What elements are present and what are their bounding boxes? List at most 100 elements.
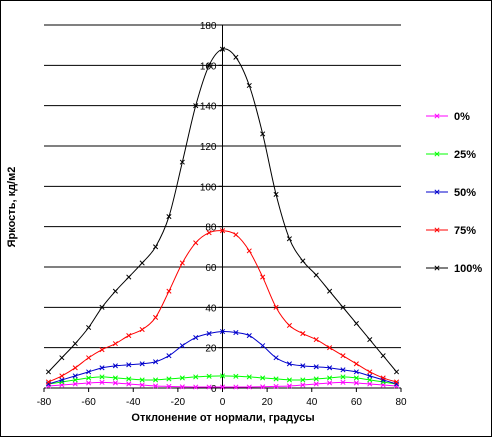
data-point (260, 131, 266, 137)
data-point (99, 379, 105, 385)
data-point (166, 214, 172, 220)
data-point (300, 330, 306, 337)
data-point (193, 103, 199, 109)
data-point (340, 353, 346, 359)
x-tick-label: -60 (81, 397, 96, 408)
data-point (179, 375, 185, 381)
data-point (206, 373, 212, 379)
legend-entry: 25% (426, 149, 476, 161)
y-tick-label: 0 (211, 384, 217, 395)
data-point (166, 353, 172, 359)
data-point (153, 377, 159, 383)
data-point (313, 376, 319, 382)
data-point (153, 383, 159, 389)
data-point (353, 369, 359, 375)
data-point (86, 375, 92, 381)
data-point (219, 328, 226, 335)
data-point (45, 383, 52, 389)
data-point (219, 46, 226, 52)
data-point (166, 288, 172, 294)
legend-marker (434, 265, 440, 271)
data-point (380, 375, 386, 381)
y-tick-label: 20 (205, 344, 217, 355)
legend-label: 25% (454, 149, 476, 161)
data-point (126, 333, 132, 339)
data-point (193, 240, 199, 246)
y-axis-title: Яркость, кд/м2 (6, 167, 18, 248)
data-point (353, 361, 359, 367)
y-tick-label: 80 (205, 223, 217, 234)
data-point (72, 365, 78, 371)
data-point (126, 376, 132, 382)
data-point (72, 377, 78, 383)
x-tick-label: 80 (395, 397, 407, 408)
data-point (300, 377, 306, 383)
data-point (393, 369, 400, 375)
data-point (99, 374, 105, 380)
data-point (286, 377, 292, 383)
data-point (99, 365, 105, 371)
data-point (179, 343, 185, 349)
x-tick-label: 20 (262, 397, 274, 408)
data-point (112, 363, 118, 369)
data-point (86, 380, 92, 386)
data-point (233, 373, 239, 379)
data-point (286, 383, 292, 389)
data-point (72, 373, 78, 379)
data-point (193, 335, 199, 341)
legend-entry: 100% (426, 263, 482, 275)
legend-entry: 50% (426, 187, 476, 199)
data-point (367, 337, 373, 343)
data-point (393, 379, 400, 385)
data-point (206, 384, 212, 390)
data-point (99, 304, 105, 310)
data-point (45, 381, 52, 387)
data-point (300, 382, 306, 388)
data-point (340, 367, 346, 373)
data-point (112, 341, 118, 347)
data-point (273, 191, 279, 197)
data-point (139, 382, 145, 388)
data-point (273, 383, 279, 389)
data-point (72, 341, 78, 347)
legend-label: 75% (454, 225, 476, 237)
legend-label: 100% (454, 263, 482, 275)
series-3 (45, 328, 400, 387)
legend-marker (434, 227, 440, 233)
data-point (86, 324, 92, 331)
axes (44, 25, 401, 389)
data-point (367, 369, 373, 375)
data-point (206, 62, 212, 68)
data-point (260, 384, 266, 390)
data-point (59, 373, 65, 379)
data-point (233, 54, 239, 60)
data-point (286, 361, 292, 367)
data-point (246, 248, 252, 254)
data-point (260, 375, 266, 381)
data-point (313, 364, 319, 370)
x-axis-title: Отклонение от нормали, градусы (131, 412, 314, 424)
data-point (353, 375, 359, 381)
data-point (393, 383, 400, 389)
data-point (233, 384, 239, 390)
data-point (206, 230, 212, 236)
x-tick-label: 60 (351, 397, 363, 408)
data-point (233, 232, 239, 238)
data-point (99, 347, 105, 353)
data-point (126, 381, 132, 387)
data-point (219, 228, 226, 234)
data-point (367, 381, 373, 387)
data-point (86, 355, 92, 361)
data-point (380, 353, 386, 359)
data-point (166, 376, 172, 382)
data-point (86, 369, 92, 375)
series-4 (45, 228, 400, 385)
legend-marker (434, 151, 440, 157)
x-tick-label: 0 (220, 397, 226, 408)
x-tick-label: -80 (37, 397, 52, 408)
data-point (260, 274, 266, 280)
data-point (139, 326, 145, 333)
data-point (233, 329, 239, 336)
data-point (327, 380, 333, 386)
